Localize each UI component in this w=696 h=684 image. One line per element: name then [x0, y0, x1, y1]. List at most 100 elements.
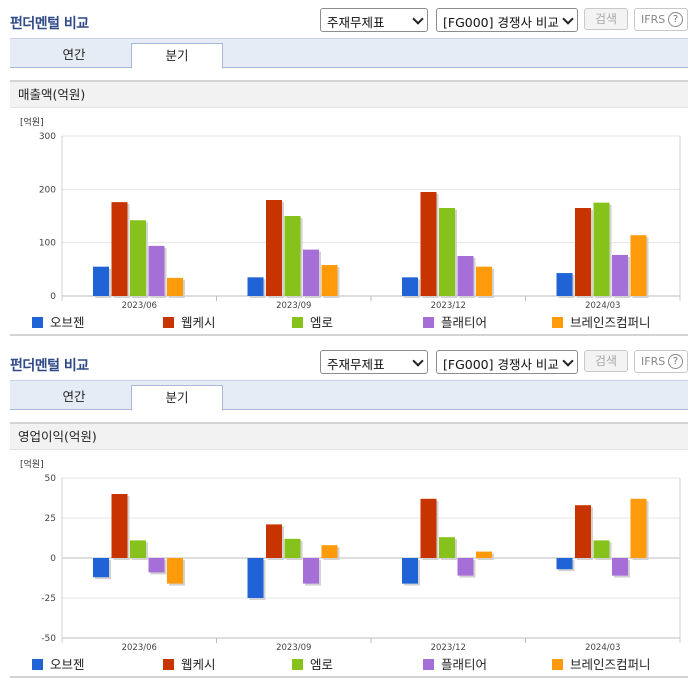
bar: [556, 273, 573, 296]
legend-swatch: [163, 317, 174, 328]
x-tick-label: 2023/09: [276, 301, 311, 311]
period-tabs: 연간 분기: [10, 38, 688, 69]
bar: [476, 266, 492, 296]
bar: [321, 545, 338, 558]
legend-item[interactable]: 브레인즈컴퍼니: [552, 312, 651, 331]
bar: [130, 540, 146, 558]
legend-item[interactable]: 엠로: [292, 312, 333, 331]
unit-label: [억원]: [20, 458, 44, 470]
legend-label: 웹케시: [181, 315, 216, 330]
bar: [111, 494, 128, 558]
legend-swatch: [423, 317, 434, 328]
section-title: 매출액(억원): [10, 80, 688, 108]
legend-swatch: [32, 317, 43, 328]
bar: [630, 498, 647, 558]
section-title: 영업이익(억원): [10, 422, 688, 450]
legend-item[interactable]: 오브젠: [32, 312, 85, 331]
bar: [402, 277, 418, 296]
ifrs-button[interactable]: IFRS?: [634, 8, 688, 31]
legend-label: 플래티어: [441, 315, 488, 330]
bar: [167, 277, 183, 296]
statement-select-value: 주재무제표: [327, 15, 385, 30]
compare-select-value: [FG000] 경쟁사 비교: [443, 357, 559, 372]
revenue-chart: [억원] 0 100 200 300 2023/06 2023/09 2023/12 2024/…: [20, 116, 681, 311]
bar: [321, 265, 338, 296]
legend-label: 브레인즈컴퍼니: [570, 315, 651, 330]
compare-select-value: [FG000] 경쟁사 비교: [443, 15, 559, 30]
search-button[interactable]: 검색: [584, 350, 628, 372]
y-tick-label: 0: [50, 554, 56, 564]
chevron-down-icon: [562, 13, 574, 25]
bar: [284, 538, 301, 558]
x-tick-label: 2023/12: [431, 301, 466, 311]
x-tick-label: 2023/06: [122, 643, 157, 653]
bar: [612, 558, 628, 576]
bar: [303, 249, 319, 296]
bar: [593, 202, 610, 296]
compare-select[interactable]: [FG000] 경쟁사 비교: [436, 8, 578, 32]
x-tick-label: 2023/06: [122, 301, 157, 311]
bar: [575, 505, 591, 558]
legend-swatch: [292, 317, 303, 328]
y-tick-label: 0: [50, 292, 56, 302]
divider: [10, 334, 688, 336]
statement-select[interactable]: 주재무제표: [320, 350, 428, 374]
legend-label: 오브젠: [50, 657, 85, 672]
legend-item[interactable]: 웹케시: [163, 312, 216, 331]
x-tick-label: 2023/12: [431, 643, 466, 653]
legend-label: 웹케시: [181, 657, 216, 672]
tab-quarterly[interactable]: 분기: [131, 43, 223, 69]
bar: [284, 216, 301, 296]
panel-title: 펀더멘털 비교: [10, 16, 89, 32]
y-tick-label: -50: [41, 634, 56, 644]
legend-swatch: [423, 659, 434, 670]
ifrs-button[interactable]: IFRS?: [634, 350, 688, 373]
help-icon[interactable]: ?: [668, 354, 683, 369]
operating-profit-panel: 펀더멘털 비교 주재무제표 [FG000] 경쟁사 비교 검색 IFRS? 연간…: [0, 342, 696, 684]
operating-profit-chart: [억원] -50 -25 0 25 50 2023/06 2023/09 2023/12 2024…: [20, 458, 681, 653]
bar: [93, 266, 109, 296]
legend-swatch: [32, 659, 43, 670]
legend-label: 플래티어: [441, 657, 488, 672]
legend-item[interactable]: 브레인즈컴퍼니: [552, 654, 651, 673]
bar: [111, 202, 128, 296]
chevron-down-icon: [562, 355, 574, 367]
chevron-down-icon: [412, 355, 424, 367]
legend-label: 브레인즈컴퍼니: [570, 657, 651, 672]
bar: [457, 558, 474, 576]
tab-annual[interactable]: 연간: [62, 389, 86, 404]
bar: [575, 208, 591, 296]
statement-select[interactable]: 주재무제표: [320, 8, 428, 32]
legend-item[interactable]: 엠로: [292, 654, 333, 673]
legend-item[interactable]: 웹케시: [163, 654, 216, 673]
legend-item[interactable]: 플래티어: [423, 654, 487, 673]
legend-label: 엠로: [310, 315, 334, 330]
bar: [266, 524, 282, 558]
tab-annual[interactable]: 연간: [62, 47, 86, 62]
bar: [247, 277, 264, 296]
help-icon[interactable]: ?: [668, 12, 683, 27]
unit-label: [억원]: [20, 116, 44, 128]
bar: [148, 245, 165, 296]
chevron-down-icon: [412, 13, 424, 25]
chart-legend: 오브젠 웹케시 엠로 플래티어 브레인즈컴퍼니: [10, 654, 688, 672]
ifrs-label: IFRS: [641, 355, 666, 368]
bar: [402, 558, 418, 584]
bar: [476, 551, 492, 558]
bar: [266, 200, 282, 296]
bar: [167, 558, 183, 584]
divider: [10, 676, 688, 678]
compare-select[interactable]: [FG000] 경쟁사 비교: [436, 350, 578, 374]
legend-item[interactable]: 플래티어: [423, 312, 487, 331]
legend-swatch: [552, 659, 563, 670]
y-tick-label: 25: [45, 514, 56, 524]
search-button[interactable]: 검색: [584, 8, 628, 30]
tab-quarterly[interactable]: 분기: [131, 385, 223, 411]
y-tick-label: 50: [45, 474, 57, 484]
legend-item[interactable]: 오브젠: [32, 654, 85, 673]
y-tick-label: 200: [39, 185, 56, 195]
period-tabs: 연간 분기: [10, 380, 688, 411]
legend-swatch: [163, 659, 174, 670]
legend-label: 엠로: [310, 657, 334, 672]
legend-swatch: [292, 659, 303, 670]
